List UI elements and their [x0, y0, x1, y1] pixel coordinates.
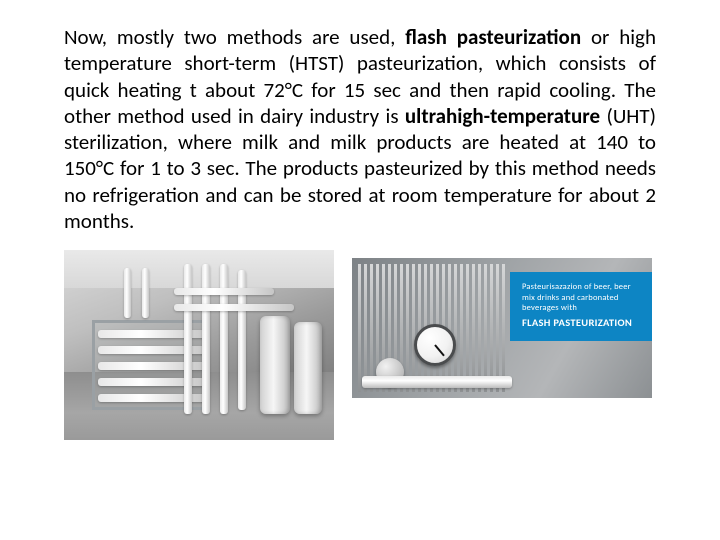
caption-small-text: Pasteurisazazion of beer, beer mix drink… — [522, 282, 640, 314]
images-row: Pasteurisazazion of beer, beer mix drink… — [64, 250, 656, 440]
term-flash-pasteurization: flash pasteurization — [405, 24, 581, 50]
body-paragraph: Now, mostly two methods are used, flash … — [64, 24, 656, 234]
para-part-1: Now, mostly two methods are used, — [64, 24, 405, 50]
caption-big-text: FLASH PASTEURIZATION — [522, 316, 640, 329]
pressure-gauge-icon — [414, 324, 456, 366]
image-pasteurization-plant — [64, 250, 334, 440]
caption-box: Pasteurisazazion of beer, beer mix drink… — [510, 272, 652, 341]
image-heat-exchanger: Pasteurisazazion of beer, beer mix drink… — [352, 258, 652, 398]
term-uht: ultrahigh-temperature — [405, 103, 600, 129]
